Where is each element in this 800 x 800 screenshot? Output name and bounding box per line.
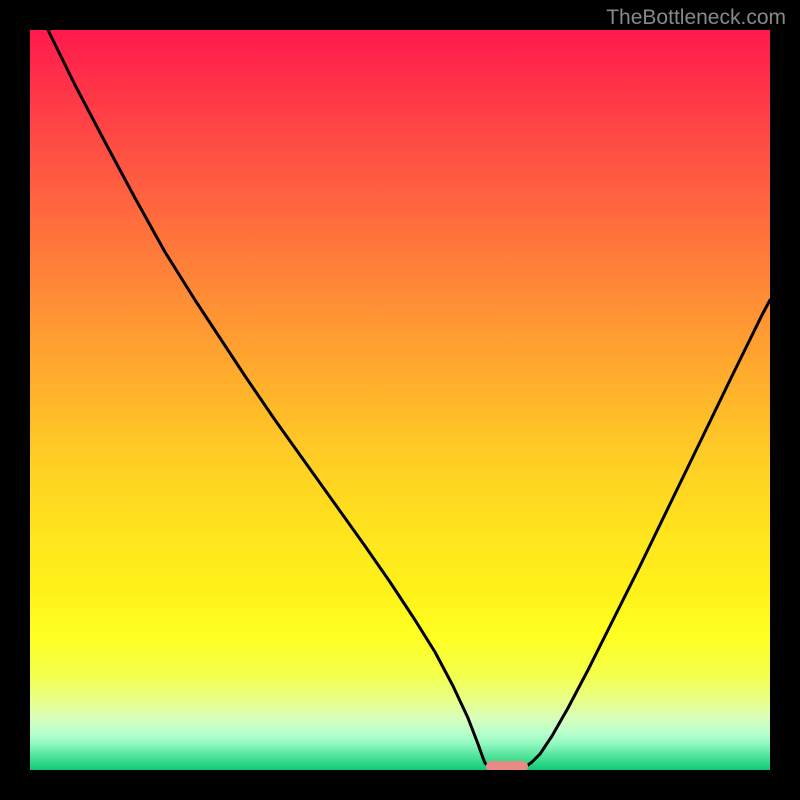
optimal-point-marker — [486, 761, 528, 770]
bottleneck-curve — [30, 30, 770, 770]
watermark-text: TheBottleneck.com — [606, 6, 786, 30]
chart-plot-area — [30, 30, 770, 770]
